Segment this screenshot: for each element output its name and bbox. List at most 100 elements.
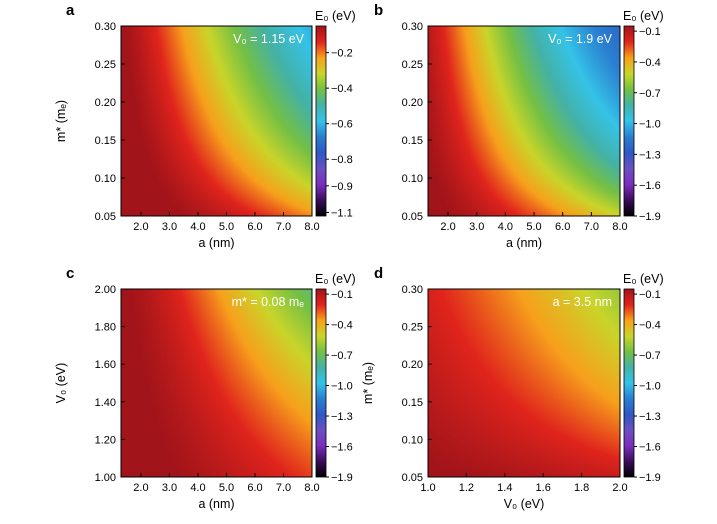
y-tick-label: 0.05 (402, 472, 423, 484)
colorbar-tick-label: −0.4 (639, 320, 661, 332)
plot-frame (427, 288, 621, 478)
y-tick-label: 0.25 (402, 59, 423, 71)
x-axis-label: a (nm) (506, 236, 542, 250)
colorbar-tick-label: −1.3 (331, 411, 353, 423)
y-tick-label: 0.10 (402, 434, 423, 446)
x-tick-label: 8.0 (612, 221, 627, 233)
colorbar-tick-label: −0.1 (639, 289, 661, 301)
x-tick-label: 5.0 (219, 221, 234, 233)
colorbar (315, 25, 327, 217)
y-tick-label: 1.20 (95, 434, 116, 446)
panel-annotation: V₀ = 1.15 eV (233, 32, 305, 46)
panel-d: d a = 3.5 nm 1.0 1.2 1.4 1.6 1.8 2.0 0.05 0.10 0.1… (361, 265, 664, 511)
y-tick-label: 0.15 (95, 135, 116, 147)
colorbar-tick-label: −0.7 (331, 350, 353, 362)
x-tick-label: 8.0 (304, 482, 319, 494)
y-tick-label: 0.20 (402, 97, 423, 109)
colorbar-tick-label: −1.6 (639, 180, 661, 192)
x-tick-label: 4.0 (190, 221, 205, 233)
y-tick-label: 1.80 (95, 322, 116, 334)
y-tick-label: 0.15 (402, 135, 423, 147)
heatmap-image (121, 289, 312, 477)
heatmap-image (121, 26, 312, 216)
colorbar-tick-label: −1.1 (331, 207, 353, 219)
y-tick-label: 0.05 (95, 211, 116, 223)
y-axis-label: m* (mₑ) (54, 100, 68, 142)
y-tick-label: 0.30 (95, 21, 116, 33)
y-tick-label: 0.15 (402, 397, 423, 409)
y-tick-label: 0.25 (402, 322, 423, 334)
colorbar-tick-label: −1.0 (639, 119, 661, 131)
x-tick-label: 5.0 (219, 482, 234, 494)
y-tick-label: 0.10 (95, 173, 116, 185)
y-axis-label: V₀ (eV) (54, 363, 68, 404)
colorbar-tick-label: −0.4 (639, 57, 661, 69)
y-tick-label: 0.20 (95, 97, 116, 109)
x-tick-label: 1.8 (574, 482, 589, 494)
colorbar (315, 288, 327, 478)
x-tick-label: 7.0 (276, 482, 291, 494)
y-tick-label: 0.10 (402, 173, 423, 185)
colorbar-tick-label: −0.7 (639, 88, 661, 100)
y-tick-label: 2.00 (95, 284, 116, 296)
x-tick-label: 7.0 (276, 221, 291, 233)
colorbar-tick-label: −1.6 (331, 442, 353, 454)
panel-annotation: V₀ = 1.9 eV (548, 32, 613, 46)
colorbar-title: E₀ (eV) (315, 272, 356, 286)
y-tick-label: 0.20 (402, 359, 423, 371)
x-tick-label: 1.0 (420, 482, 435, 494)
x-tick-label: 3.0 (469, 221, 484, 233)
heatmap-image (428, 289, 620, 477)
colorbar-title: E₀ (eV) (623, 9, 664, 23)
colorbar-tick-label: −0.4 (331, 83, 353, 95)
panel-label: b (374, 2, 383, 19)
x-tick-label: 1.2 (459, 482, 474, 494)
panel-label: d (374, 265, 383, 282)
colorbar-tick-label: −1.3 (639, 411, 661, 423)
panel-annotation: m* = 0.08 mₑ (232, 295, 305, 309)
colorbar-tick-label: −0.7 (639, 350, 661, 362)
colorbar-tick-label: −0.8 (331, 154, 353, 166)
x-tick-label: 6.0 (247, 221, 262, 233)
x-tick-label: 5.0 (526, 221, 541, 233)
colorbar-tick-label: −0.2 (331, 48, 353, 60)
y-tick-label: 1.00 (95, 472, 116, 484)
x-tick-label: 2.0 (612, 482, 627, 494)
colorbar-tick-label: −0.1 (331, 289, 353, 301)
y-tick-label: 0.30 (402, 21, 423, 33)
colorbar-title: E₀ (eV) (315, 9, 356, 23)
colorbar (623, 288, 635, 478)
y-axis-label: m* (mₑ) (361, 362, 375, 404)
y-tick-label: 0.30 (402, 284, 423, 296)
x-tick-label: 3.0 (162, 221, 177, 233)
x-tick-label: 6.0 (555, 221, 570, 233)
plot-frame (120, 25, 313, 217)
colorbar-tick-label: −1.9 (639, 211, 661, 223)
x-tick-label: 8.0 (304, 221, 319, 233)
colorbar-tick-label: −0.6 (331, 119, 353, 131)
panel-a: a V₀ = 1.15 eV 2.0 3.0 4.0 5.0 6.0 7.0 8.0 0.05 0.… (54, 2, 356, 250)
x-tick-label: 4.0 (190, 482, 205, 494)
colorbar-tick-label: −1.6 (639, 442, 661, 454)
panel-label: a (66, 2, 75, 19)
colorbar (623, 25, 635, 217)
colorbar-tick-label: −1.9 (331, 472, 353, 484)
x-tick-label: 2.0 (440, 221, 455, 233)
colorbar-tick-label: −1.0 (331, 381, 353, 393)
colorbar-title: E₀ (eV) (623, 272, 664, 286)
x-tick-label: 1.6 (536, 482, 551, 494)
x-axis-label: a (nm) (198, 497, 234, 511)
colorbar-tick-label: −1.3 (639, 149, 661, 161)
panel-label: c (66, 265, 74, 282)
y-tick-label: 0.25 (95, 59, 116, 71)
x-axis-label: a (nm) (198, 236, 234, 250)
plot-frame (427, 25, 621, 217)
x-tick-label: 4.0 (498, 221, 513, 233)
colorbar-tick-label: −1.0 (639, 381, 661, 393)
panel-annotation: a = 3.5 nm (553, 295, 612, 309)
x-tick-label: 6.0 (247, 482, 262, 494)
panel-b: b V₀ = 1.9 eV 2.0 3.0 4.0 5.0 6.0 7.0 8.0 0.05 0.1… (374, 2, 664, 250)
colorbar-tick-label: −0.9 (331, 181, 353, 193)
y-tick-label: 0.05 (402, 211, 423, 223)
